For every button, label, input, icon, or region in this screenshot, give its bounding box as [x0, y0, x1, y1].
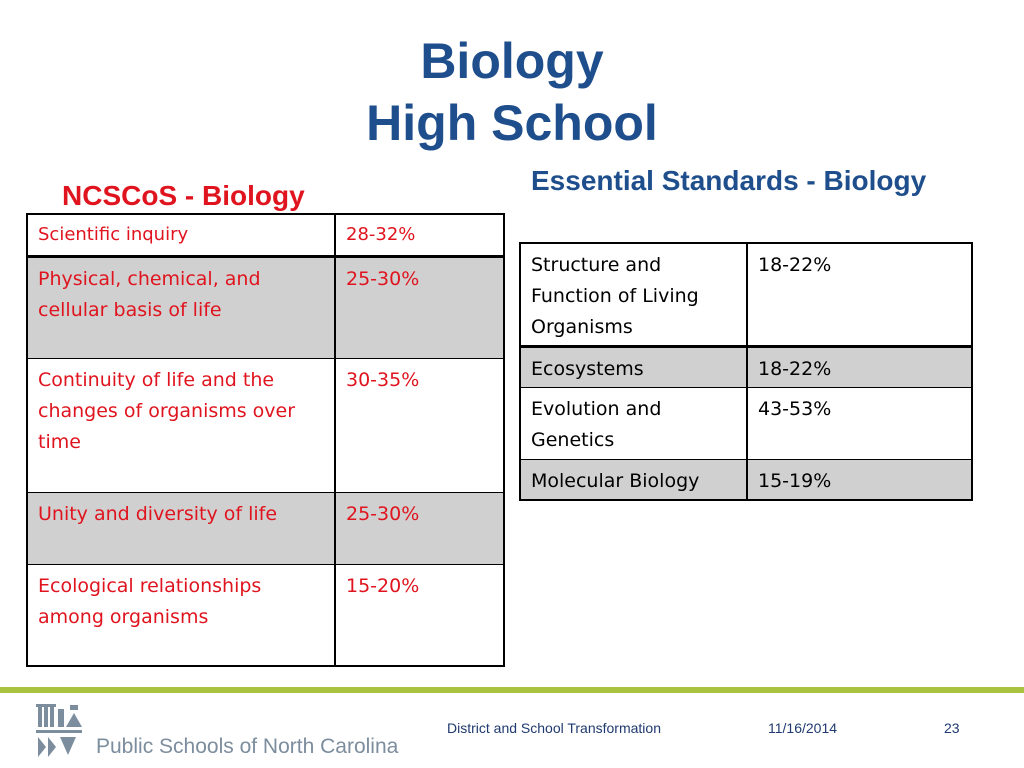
slide-title-line-1: Biology [420, 33, 604, 89]
table-row: Molecular Biology 15-19% [519, 458, 973, 501]
ncscos-table: Scientific inquiry 28-32% Physical, chem… [26, 213, 505, 667]
percent-cell: 18-22% [746, 345, 973, 388]
topic-cell: Scientific inquiry [26, 213, 336, 258]
percent-cell: 15-19% [746, 458, 973, 501]
topic-cell: Evolution and Genetics [519, 386, 748, 460]
footer-date: 11/16/2014 [768, 720, 838, 736]
essential-standards-heading: Essential Standards - Biology [531, 165, 927, 196]
table-row: Ecosystems 18-22% [519, 345, 973, 388]
table-row: Physical, chemical, and cellular basis o… [26, 255, 505, 359]
slide-title-line-2: High School [366, 95, 658, 151]
percent-cell: 18-22% [746, 242, 973, 348]
percent-cell: 30-35% [334, 357, 505, 493]
ncscos-heading: NCSCoS - Biology [62, 180, 305, 211]
footer-department: District and School Transformation [447, 720, 661, 736]
topic-cell: Unity and diversity of life [26, 491, 336, 565]
page-number: 23 [944, 720, 960, 736]
table-row: Ecological relationships among organisms… [26, 563, 505, 667]
topic-cell: Molecular Biology [519, 458, 748, 501]
percent-cell: 25-30% [334, 491, 505, 565]
footer-divider [0, 687, 1024, 693]
percent-cell: 43-53% [746, 386, 973, 460]
topic-cell: Physical, chemical, and cellular basis o… [26, 255, 336, 359]
nc-capitol-logo-icon [36, 703, 94, 761]
percent-cell: 28-32% [334, 213, 505, 258]
slide-title: Biology High School [0, 30, 1024, 154]
topic-cell: Ecological relationships among organisms [26, 563, 336, 667]
topic-cell: Ecosystems [519, 345, 748, 388]
org-name: Public Schools of North Carolina [96, 735, 399, 758]
essential-standards-table: Structure and Function of Living Organis… [519, 242, 973, 501]
table-row: Structure and Function of Living Organis… [519, 242, 973, 348]
topic-cell: Structure and Function of Living Organis… [519, 242, 748, 348]
table-row: Evolution and Genetics 43-53% [519, 386, 973, 460]
table-row: Continuity of life and the changes of or… [26, 357, 505, 493]
percent-cell: 25-30% [334, 255, 505, 359]
percent-cell: 15-20% [334, 563, 505, 667]
topic-cell: Continuity of life and the changes of or… [26, 357, 336, 493]
table-row: Unity and diversity of life 25-30% [26, 491, 505, 565]
table-row: Scientific inquiry 28-32% [26, 213, 505, 258]
